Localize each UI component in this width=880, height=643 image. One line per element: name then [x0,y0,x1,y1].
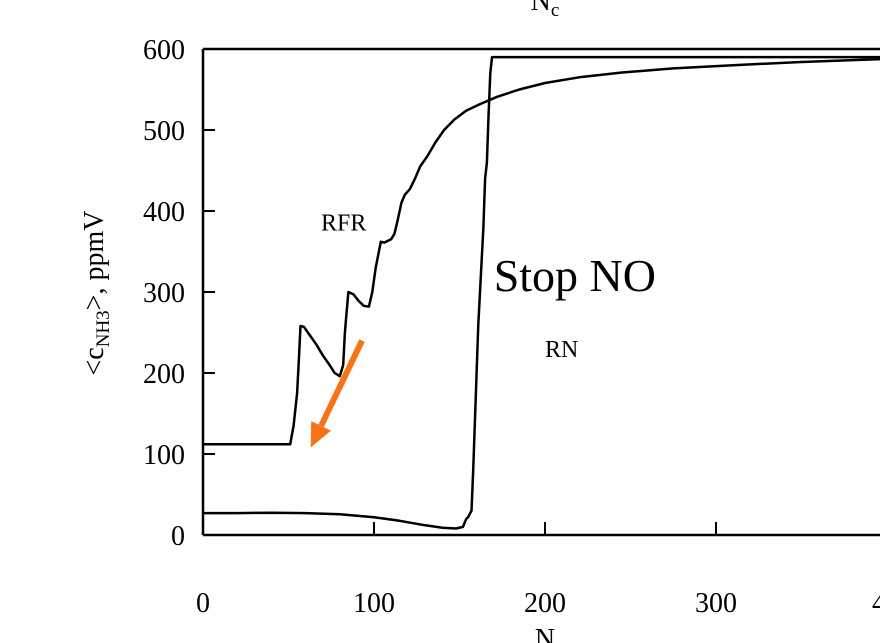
y-axis: 0 100 200 300 400 500 600 [143,35,215,552]
y-tick-label: 200 [143,359,185,390]
series-line-rfr [203,57,880,446]
y-axis-title-post: >, ppmV [79,211,110,311]
x-axis: 0 100 200 300 4 [196,522,880,619]
top-axis-label-main: N [531,0,551,17]
y-tick-label: 100 [143,440,185,471]
y-axis-title: <cNH3>, ppmV [79,211,114,376]
y-tick-label: 500 [143,116,185,147]
y-tick-label: 600 [143,35,185,66]
annotation-label: RFR [321,210,366,236]
y-axis-title-pre: <c [79,347,110,375]
top-axis-label-sub: c [551,0,559,21]
annotation-label: RN [545,337,578,363]
x-tick-label: 100 [353,588,395,619]
x-tick-label: 200 [524,588,566,619]
x-axis-title: N [535,624,555,643]
x-tick-label: 300 [695,588,737,619]
direction-arrow-shaft [318,339,365,428]
y-axis-title-sub: NH3 [93,310,114,347]
series-line-rn [203,55,880,530]
annotation-layer: RFR Stop NO RN [310,210,656,448]
top-axis-label: Nc [531,0,560,21]
x-tick-label: 0 [196,588,210,619]
y-tick-label: 0 [171,521,185,552]
y-tick-label: 400 [143,197,185,228]
annotation-label: Stop NO [494,250,656,301]
x-tick-label: 4 [872,588,880,619]
series-layer [203,55,880,530]
y-tick-label: 300 [143,278,185,309]
direction-arrow-head [310,421,331,448]
